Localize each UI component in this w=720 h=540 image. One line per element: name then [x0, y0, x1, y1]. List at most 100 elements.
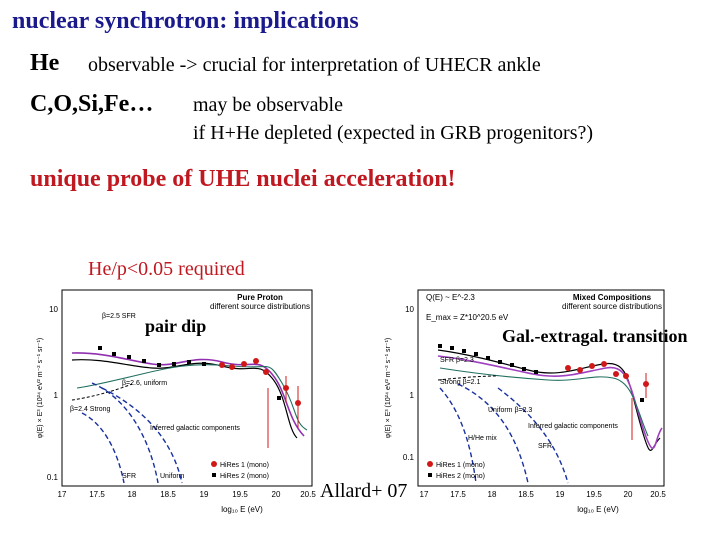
right-point — [486, 356, 490, 360]
left-curve-galactic-dash — [101, 387, 183, 484]
right-point — [522, 367, 526, 371]
left-x-axis-label: log₁₀ E (eV) — [221, 505, 263, 514]
left-plot-title-1: Pure Proton — [237, 293, 283, 302]
right-y-tick-top: 10 — [405, 305, 414, 314]
right-formula-1: Q(E) ~ E^-2.3 — [426, 293, 475, 302]
right-point — [534, 370, 538, 374]
right-y-tick-mid: 1 — [410, 391, 415, 400]
left-y-axis-label: φ(E) × E³ (10²⁴ eV² m⁻² s⁻¹ sr⁻¹) — [37, 338, 44, 439]
left-legend-1: HiRes 1 (mono) — [220, 462, 269, 469]
left-point — [241, 361, 247, 367]
right-curve-uniform — [439, 367, 649, 437]
left-x-tick: 18 — [128, 490, 137, 499]
left-x-tick: 19 — [200, 490, 209, 499]
right-y-tick-bottom: 0.1 — [403, 453, 415, 462]
left-legend-marker-2 — [212, 473, 216, 477]
left-label-uniform-bottom: Uniform — [160, 473, 185, 480]
left-points-hires2 — [98, 346, 281, 400]
right-x-tick: 17 — [420, 490, 429, 499]
left-point — [112, 352, 116, 356]
left-point — [229, 364, 235, 370]
unique-probe-heading: unique probe of UHE nuclei acceleration! — [30, 166, 456, 192]
right-x-tick: 19 — [556, 490, 565, 499]
left-label-sfr-bottom: SFR — [122, 473, 136, 480]
left-plot-frame — [61, 289, 313, 487]
left-plot-pure-proton: Pure Proton different source distributio… — [37, 289, 316, 514]
left-point — [253, 358, 259, 364]
left-label-galactic: Inferred galactic components — [150, 425, 240, 432]
citation: Allard+ 07 — [320, 480, 408, 502]
right-legend-1: HiRes 1 (mono) — [436, 462, 485, 469]
left-curve-sfr-dash — [81, 412, 125, 484]
left-y-tick-top: 10 — [49, 305, 58, 314]
left-point — [142, 359, 146, 363]
right-point — [565, 365, 571, 371]
right-x-ticks: 17 17.5 18 18.5 19 19.5 20 20.5 — [420, 490, 667, 499]
right-point — [510, 363, 514, 367]
right-x-tick: 20.5 — [650, 490, 666, 499]
left-x-tick: 17.5 — [89, 490, 105, 499]
left-curve-strong — [71, 383, 133, 401]
right-formula-2: E_max = Z*10^20.5 eV — [426, 313, 509, 322]
left-x-tick: 17 — [58, 490, 67, 499]
right-y-axis-label: φ(E) × E³ (10²⁴ eV² m⁻² s⁻¹ sr⁻¹) — [385, 338, 392, 439]
left-x-tick: 19.5 — [232, 490, 248, 499]
left-y-tick-mid: 1 — [54, 391, 59, 400]
right-x-axis-label: log₁₀ E (eV) — [577, 505, 619, 514]
right-point — [450, 346, 454, 350]
right-point — [438, 344, 442, 348]
nuclei-text-1: may be observable — [193, 94, 343, 116]
right-curve-dash-1 — [439, 387, 477, 484]
right-plot-title-1: Mixed Compositions — [573, 293, 652, 302]
right-point — [640, 398, 644, 402]
right-point — [601, 361, 607, 367]
left-point — [98, 346, 102, 350]
right-label-sfr-bottom: SFR — [538, 443, 552, 450]
right-point — [623, 373, 629, 379]
right-curve-mixed — [437, 355, 663, 449]
left-curve-proton — [71, 352, 305, 437]
right-x-tick: 20 — [624, 490, 633, 499]
left-point — [277, 396, 281, 400]
left-point — [187, 360, 191, 364]
pair-dip-label: pair dip — [145, 316, 207, 336]
right-x-tick: 18 — [488, 490, 497, 499]
right-plot-frame — [417, 289, 665, 487]
left-x-ticks: 17 17.5 18 18.5 19 19.5 20 20.5 — [58, 490, 316, 499]
right-legend-marker-2 — [428, 473, 432, 477]
left-y-tick-bottom: 0.1 — [47, 473, 59, 482]
right-legend-2: HiRes 2 (mono) — [436, 473, 485, 480]
right-x-tick: 19.5 — [586, 490, 602, 499]
right-point — [613, 371, 619, 377]
left-label-uniform: β=2.6, uniform — [122, 380, 167, 387]
left-x-tick: 20 — [272, 490, 281, 499]
left-legend-2: HiRes 2 (mono) — [220, 473, 269, 480]
left-point — [202, 362, 206, 366]
left-label-strong: β=2.4 Strong — [70, 406, 111, 413]
right-point — [498, 360, 502, 364]
left-plot-title-2: different source distributions — [210, 302, 310, 311]
right-plot-mixed-compositions: Mixed Compositions different source dist… — [385, 289, 667, 514]
left-point — [219, 362, 225, 368]
right-x-tick: 18.5 — [518, 490, 534, 499]
right-point — [589, 363, 595, 369]
left-point — [172, 362, 176, 366]
right-plot-title-2: different source distributions — [562, 302, 662, 311]
left-point — [263, 369, 269, 375]
left-x-tick: 20.5 — [300, 490, 316, 499]
right-point — [474, 352, 478, 356]
right-points-hires2 — [438, 344, 644, 402]
left-error-bars — [267, 376, 299, 448]
nuclei-label: C,O,Si,Fe… — [30, 91, 154, 117]
right-label-strong: Strong β=2.1 — [440, 379, 481, 386]
left-point — [157, 363, 161, 367]
right-label-hhe: H/He mix — [468, 435, 497, 442]
right-error-bars — [631, 373, 647, 440]
left-x-tick: 18.5 — [160, 490, 176, 499]
gal-transition-label: Gal.-extragal. transition — [502, 326, 688, 346]
he-text: observable -> crucial for interpretation… — [88, 54, 541, 76]
left-legend-marker-1 — [211, 461, 217, 467]
right-label-galactic: Inferred galactic components — [528, 423, 618, 430]
left-point — [127, 355, 131, 359]
right-label-sfr: SFR β=2.3 — [440, 357, 474, 364]
